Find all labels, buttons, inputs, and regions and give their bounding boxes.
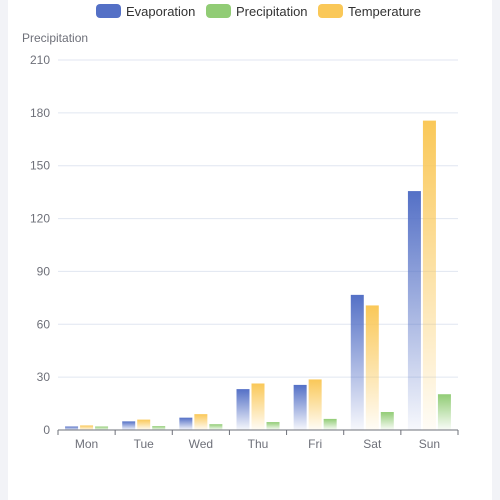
legend-swatch-evaporation — [96, 4, 121, 18]
bar-precipitation-sat[interactable] — [380, 412, 394, 430]
bar-evaporation-sat[interactable] — [350, 294, 364, 430]
y-tick-label: 30 — [37, 370, 51, 384]
bar-evaporation-fri[interactable] — [293, 384, 307, 430]
bar-precipitation-wed[interactable] — [209, 424, 223, 430]
y-tick-label: 210 — [30, 53, 50, 67]
x-tick-label-sun: Sun — [419, 437, 440, 451]
bar-temperature-sat[interactable] — [365, 305, 379, 430]
bar-precipitation-sun[interactable] — [437, 394, 451, 430]
y-axis-ticks: 0 30 60 90 120 150 180 210 — [30, 53, 50, 437]
y-tick-label: 180 — [30, 106, 50, 120]
bar-evaporation-tue[interactable] — [122, 421, 136, 430]
bar-evaporation-sun[interactable] — [407, 191, 421, 430]
legend-item-evaporation[interactable]: Evaporation — [96, 4, 195, 19]
y-tick-label: 120 — [30, 212, 50, 226]
bar-precipitation-fri[interactable] — [323, 418, 337, 430]
x-tick-label-mon: Mon — [75, 437, 98, 451]
bar-evaporation-thu[interactable] — [236, 389, 250, 430]
bar-temperature-wed[interactable] — [194, 414, 208, 430]
bar-temperature-tue[interactable] — [137, 419, 151, 430]
bar-temperature-sun[interactable] — [422, 120, 436, 430]
x-tick-label-tue: Tue — [134, 437, 155, 451]
legend-swatch-precipitation — [206, 4, 231, 18]
y-axis-title: Precipitation — [22, 31, 88, 45]
x-tick-label-sat: Sat — [363, 437, 382, 451]
x-tick-label-thu: Thu — [248, 437, 269, 451]
bar-evaporation-wed[interactable] — [179, 417, 193, 430]
legend-label-temperature: Temperature — [348, 4, 421, 19]
bar-precipitation-tue[interactable] — [152, 426, 166, 430]
chart-legend[interactable]: Evaporation Precipitation Temperature — [96, 4, 421, 19]
y-tick-label: 150 — [30, 159, 50, 173]
x-tick-label-fri: Fri — [308, 437, 322, 451]
x-axis: Mon Tue Wed Thu Fri Sat Sun — [57, 429, 459, 451]
legend-swatch-temperature — [318, 4, 343, 18]
legend-item-precipitation[interactable]: Precipitation — [206, 4, 308, 19]
bar-temperature-thu[interactable] — [251, 383, 265, 430]
y-tick-label: 90 — [37, 264, 51, 278]
legend-label-evaporation: Evaporation — [126, 4, 195, 19]
bar-temperature-fri[interactable] — [308, 379, 322, 430]
bar-temperature-mon[interactable] — [80, 425, 94, 430]
bar-series[interactable] — [65, 120, 451, 430]
x-tick-label-wed: Wed — [189, 437, 213, 451]
y-tick-label: 0 — [43, 423, 50, 437]
legend-label-precipitation: Precipitation — [236, 4, 308, 19]
legend-item-temperature[interactable]: Temperature — [318, 4, 421, 19]
bar-chart: Evaporation Precipitation Temperature Prec… — [22, 4, 459, 451]
bar-precipitation-thu[interactable] — [266, 422, 280, 430]
bar-precipitation-mon[interactable] — [95, 426, 109, 430]
bar-evaporation-mon[interactable] — [65, 426, 79, 430]
grid-lines — [58, 59, 458, 378]
y-tick-label: 60 — [37, 317, 51, 331]
chart-card: Evaporation Precipitation Temperature Prec… — [8, 0, 492, 500]
